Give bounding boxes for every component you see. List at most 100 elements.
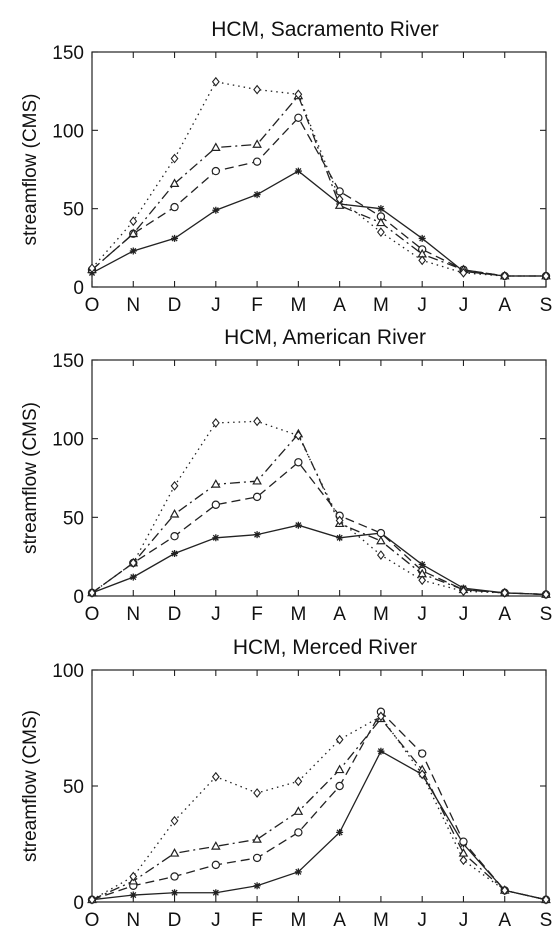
data-point-diamond — [294, 776, 303, 787]
x-tick-label: O — [85, 295, 100, 316]
chart-title: HCM, Merced River — [233, 636, 417, 659]
data-point-triangle — [458, 848, 469, 857]
y-tick-label: 150 — [52, 43, 84, 64]
data-point-circle — [459, 837, 468, 846]
data-point-circle — [335, 781, 344, 791]
series-line-star — [91, 170, 546, 277]
y-tick-label: 150 — [52, 351, 84, 372]
data-point-circle — [211, 860, 221, 870]
data-point-circle — [170, 202, 179, 212]
x-tick-label: M — [290, 604, 306, 625]
data-point-diamond — [377, 550, 385, 560]
data-point-diamond — [294, 430, 303, 441]
series-line-star — [91, 524, 547, 596]
x-tick-label: D — [168, 910, 182, 931]
chart-panel-2: HCM, American River streamflow (CMS) 0 50 10… — [20, 326, 552, 625]
data-point-diamond — [335, 515, 344, 526]
data-point-diamond — [129, 216, 138, 227]
data-point-star — [294, 521, 302, 529]
data-point-diamond — [335, 194, 344, 205]
x-tick-label: D — [168, 604, 182, 625]
data-point-diamond — [500, 885, 509, 896]
data-point-diamond — [170, 815, 179, 826]
data-point-triangle — [376, 217, 386, 227]
data-point-circle — [376, 528, 386, 538]
data-point-circle — [170, 532, 179, 541]
data-point-triangle — [334, 200, 345, 209]
x-tick-label: J — [459, 604, 469, 625]
data-point-circle — [294, 458, 303, 467]
data-point-star — [418, 234, 426, 242]
data-point-circle — [170, 872, 179, 881]
series-diamond — [88, 76, 550, 281]
x-tick-label: D — [168, 295, 182, 316]
data-point-diamond — [418, 255, 427, 266]
chart-title: HCM, Sacramento River — [211, 18, 439, 41]
x-tick-label: M — [290, 910, 306, 931]
x-tick-label: A — [498, 604, 511, 625]
data-point-diamond — [500, 271, 509, 281]
data-point-triangle — [293, 806, 304, 815]
x-tick-label: N — [126, 604, 140, 625]
series-line-star — [91, 750, 547, 901]
plot-frame — [91, 669, 547, 903]
series-star — [88, 747, 550, 904]
x-tick-label: O — [85, 910, 100, 931]
data-point-star — [171, 234, 179, 242]
data-point-star — [418, 561, 426, 569]
x-tick-label: M — [373, 604, 389, 625]
data-point-star — [253, 882, 261, 890]
y-axis-label: streamflow (CMS) — [20, 93, 41, 245]
data-point-star — [253, 531, 261, 539]
series-circle — [87, 707, 551, 904]
data-point-circle — [252, 157, 262, 166]
series-line-diamond — [91, 420, 547, 596]
y-tick-label: 100 — [52, 121, 84, 142]
series-circle — [87, 113, 551, 281]
data-point-circle — [211, 166, 221, 176]
data-point-star — [294, 167, 302, 175]
y-tick-label: 50 — [63, 508, 84, 529]
x-tick-label: N — [126, 910, 140, 931]
data-point-diamond — [459, 268, 468, 278]
plot-frame — [91, 51, 547, 288]
data-point-diamond — [294, 89, 303, 100]
data-point-diamond — [88, 263, 96, 274]
data-point-diamond — [542, 589, 550, 600]
data-point-diamond — [170, 153, 179, 164]
data-point-star — [377, 205, 385, 213]
data-point-diamond — [88, 587, 96, 598]
data-point-star — [171, 550, 179, 558]
data-point-diamond — [211, 76, 220, 87]
data-point-star — [377, 747, 385, 755]
series-line-triangle — [91, 432, 547, 596]
x-tick-label: M — [290, 295, 306, 316]
series-triangle — [87, 713, 551, 904]
data-point-star — [171, 889, 179, 897]
data-point-circle — [252, 853, 262, 863]
series-star — [88, 521, 550, 598]
data-point-diamond — [88, 894, 96, 905]
data-point-diamond — [170, 480, 179, 491]
data-point-triangle — [169, 848, 180, 857]
data-point-triangle — [252, 475, 262, 485]
data-point-diamond — [253, 416, 261, 427]
data-point-circle — [294, 828, 303, 837]
data-point-circle — [211, 500, 221, 509]
series-line-triangle — [91, 717, 547, 901]
series-line-diamond — [91, 81, 546, 277]
data-point-star — [294, 868, 302, 876]
y-tick-label: 100 — [52, 661, 84, 682]
x-tick-label: J — [459, 295, 469, 316]
y-tick-label: 100 — [52, 430, 84, 451]
x-tick-label: J — [459, 910, 469, 931]
x-tick-label: J — [211, 295, 221, 316]
data-point-diamond — [459, 586, 468, 597]
data-point-triangle — [169, 178, 180, 187]
x-tick-label: M — [373, 910, 389, 931]
x-tick-label: S — [540, 910, 553, 931]
x-tick-label: F — [251, 910, 263, 931]
y-tick-label: 50 — [63, 200, 84, 221]
data-point-diamond — [418, 575, 427, 586]
